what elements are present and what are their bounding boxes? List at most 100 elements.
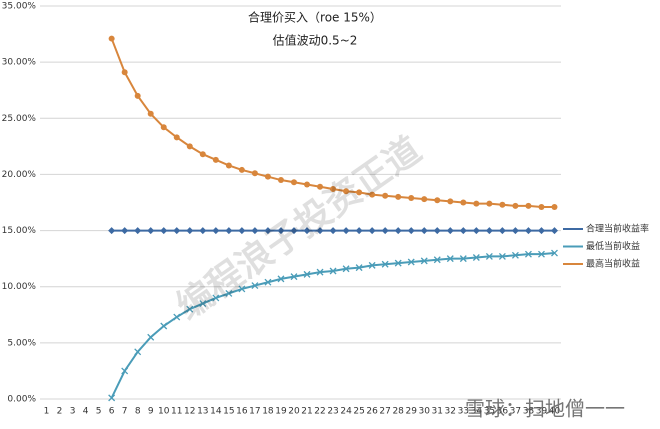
point <box>316 227 324 235</box>
point <box>121 69 128 76</box>
point <box>434 197 441 204</box>
y-tick-label: 15.00% <box>2 226 37 236</box>
y-tick-label: 20.00% <box>2 170 37 180</box>
y-tick-label: 35.00% <box>2 2 37 12</box>
point <box>395 193 402 200</box>
x-tick-label: 9 <box>148 407 154 417</box>
point <box>316 268 324 276</box>
point <box>369 191 376 198</box>
point <box>225 289 233 297</box>
point <box>511 251 519 259</box>
x-tick-label: 29 <box>405 407 417 417</box>
point <box>290 227 298 235</box>
point <box>525 202 532 209</box>
point <box>173 227 181 235</box>
point <box>498 227 506 235</box>
x-tick-label: 5 <box>96 407 102 417</box>
point <box>173 313 181 321</box>
point <box>290 273 298 281</box>
point <box>550 227 558 235</box>
point <box>342 227 350 235</box>
point <box>160 124 167 131</box>
x-tick-label: 36 <box>497 407 509 417</box>
point <box>472 254 480 261</box>
x-tick-label: 22 <box>314 407 325 417</box>
point <box>485 227 493 235</box>
point <box>408 195 415 202</box>
point <box>147 110 154 117</box>
point <box>160 322 168 330</box>
watermark: 雪球：扫地僧一一 <box>465 397 625 421</box>
point <box>147 227 155 235</box>
point <box>108 227 116 235</box>
point <box>381 227 389 235</box>
x-tick-label: 25 <box>353 407 364 417</box>
point <box>485 252 493 260</box>
point <box>304 181 311 188</box>
x-tick-label: 40 <box>549 407 561 417</box>
legend-label: 最高当前收益 <box>586 258 640 270</box>
point <box>498 252 506 260</box>
x-tick-label: 4 <box>83 407 89 417</box>
point <box>108 394 116 402</box>
point <box>473 200 480 207</box>
x-tick-label: 1 <box>44 407 50 417</box>
point <box>512 202 519 209</box>
point <box>303 227 311 235</box>
x-tick-label: 19 <box>275 407 287 417</box>
point <box>134 348 142 356</box>
y-tick-label: 25.00% <box>2 114 37 124</box>
point <box>317 183 324 190</box>
point <box>264 173 271 180</box>
point <box>459 227 467 235</box>
legend-label: 合理当前收益率 <box>586 223 649 235</box>
x-tick-label: 2 <box>57 407 63 417</box>
legend-label: 最低当前收益 <box>586 240 640 252</box>
point <box>173 134 180 141</box>
x-tick-label: 10 <box>158 407 170 417</box>
point <box>212 227 220 235</box>
y-tick-label: 0.00% <box>7 395 36 405</box>
point <box>199 300 207 308</box>
x-tick-label: 20 <box>288 407 300 417</box>
point <box>407 227 415 235</box>
x-tick-label: 12 <box>184 407 195 417</box>
x-tick-label: 7 <box>122 407 128 417</box>
x-tick-label: 28 <box>392 407 404 417</box>
point <box>511 227 519 235</box>
point <box>199 227 207 235</box>
x-tick-label: 35 <box>484 407 495 417</box>
point <box>460 199 467 206</box>
point <box>121 367 129 375</box>
x-tick-label: 30 <box>419 407 431 417</box>
y-tick-label: 30.00% <box>2 58 37 68</box>
point <box>212 294 220 302</box>
point <box>186 227 194 235</box>
x-tick-label: 34 <box>471 407 483 417</box>
point <box>538 250 545 258</box>
point <box>108 35 115 42</box>
chart-title: 合理价买入（roe 15%） <box>248 10 382 25</box>
point <box>147 333 155 341</box>
point <box>446 227 454 235</box>
point <box>186 305 194 313</box>
x-tick-label: 24 <box>340 407 352 417</box>
point <box>381 260 389 268</box>
point <box>538 203 545 210</box>
point <box>342 265 350 273</box>
point <box>421 196 428 203</box>
x-tick-label: 11 <box>171 407 182 417</box>
point <box>394 227 402 235</box>
point <box>433 227 441 235</box>
point <box>134 227 142 235</box>
point <box>277 177 284 184</box>
point <box>355 264 363 272</box>
y-tick-label: 10.00% <box>2 282 37 292</box>
point <box>486 200 493 207</box>
point <box>329 227 337 235</box>
point <box>343 188 350 195</box>
point <box>382 192 389 199</box>
x-tick-label: 17 <box>249 407 260 417</box>
y-tick-label: 5.00% <box>7 338 36 348</box>
